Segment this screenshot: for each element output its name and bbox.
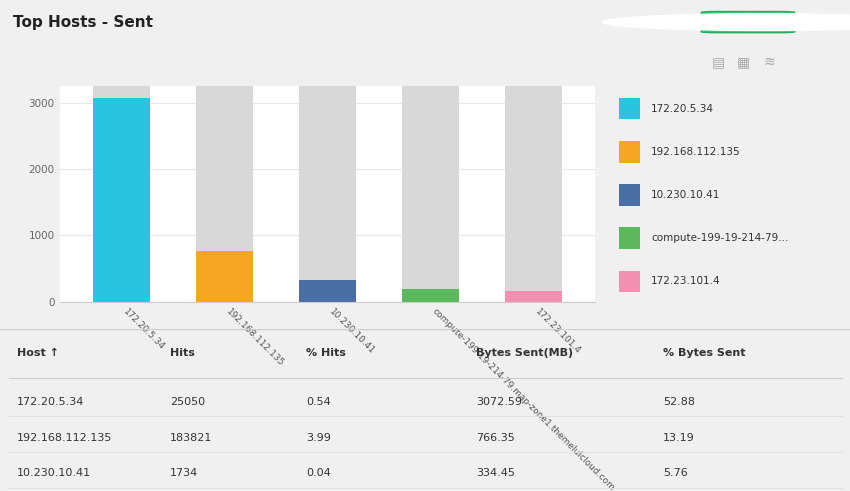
Text: 0.04: 0.04 xyxy=(306,468,331,478)
Text: 10.230.10.41: 10.230.10.41 xyxy=(17,468,91,478)
Text: 3.99: 3.99 xyxy=(306,433,331,443)
Text: 334.45: 334.45 xyxy=(476,468,515,478)
Text: ▦: ▦ xyxy=(737,55,751,69)
Text: % Hits: % Hits xyxy=(306,349,346,358)
Text: 192.168.112.135: 192.168.112.135 xyxy=(17,433,112,443)
Bar xyxy=(619,271,639,292)
Text: ≋: ≋ xyxy=(763,55,775,69)
Bar xyxy=(196,86,252,302)
Text: 3072.59: 3072.59 xyxy=(476,397,522,407)
Bar xyxy=(93,98,150,302)
Text: 13.19: 13.19 xyxy=(663,433,694,443)
Text: 25050: 25050 xyxy=(170,397,205,407)
Text: 192.168.112.135: 192.168.112.135 xyxy=(651,147,740,157)
Bar xyxy=(299,86,355,302)
FancyBboxPatch shape xyxy=(701,11,795,33)
Text: 766.35: 766.35 xyxy=(476,433,515,443)
Text: 172.20.5.34: 172.20.5.34 xyxy=(17,397,84,407)
Text: % Bytes Sent: % Bytes Sent xyxy=(663,349,745,358)
Bar xyxy=(196,251,252,302)
Text: 1734: 1734 xyxy=(170,468,198,478)
Text: 172.23.101.4: 172.23.101.4 xyxy=(651,276,721,286)
Text: compute-199-19-214-79...: compute-199-19-214-79... xyxy=(651,233,789,243)
Text: Bytes Sent(MB): Bytes Sent(MB) xyxy=(476,349,573,358)
Bar xyxy=(402,289,458,302)
Text: 183821: 183821 xyxy=(170,433,212,443)
Bar xyxy=(619,98,639,119)
Bar xyxy=(93,86,150,302)
Bar xyxy=(402,86,458,302)
Text: 172.20.5.34: 172.20.5.34 xyxy=(651,104,714,113)
Bar xyxy=(299,280,355,302)
Text: Host ↑: Host ↑ xyxy=(17,349,59,358)
Text: 5.76: 5.76 xyxy=(663,468,688,478)
Text: 0.54: 0.54 xyxy=(306,397,331,407)
Text: Hits: Hits xyxy=(170,349,195,358)
Circle shape xyxy=(603,14,850,30)
Bar xyxy=(619,184,639,206)
Bar xyxy=(505,86,562,302)
Bar xyxy=(505,291,562,302)
Text: Top Hosts - Sent: Top Hosts - Sent xyxy=(13,15,153,29)
Bar xyxy=(619,227,639,249)
Bar xyxy=(619,141,639,163)
Text: Resolve DNS: Resolve DNS xyxy=(659,16,734,28)
Text: 10.230.10.41: 10.230.10.41 xyxy=(651,190,721,200)
Text: 52.88: 52.88 xyxy=(663,397,695,407)
Text: ▤: ▤ xyxy=(711,55,725,69)
